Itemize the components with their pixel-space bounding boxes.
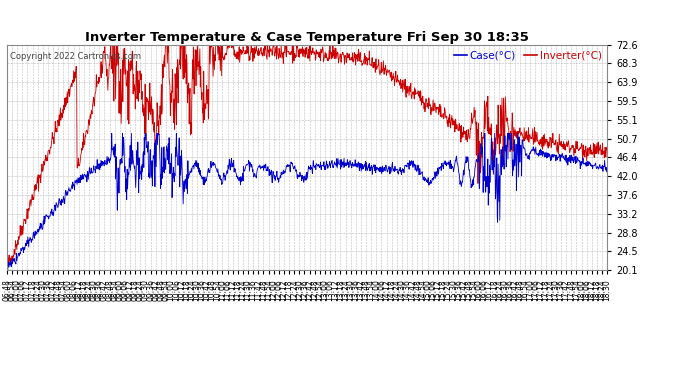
Text: Copyright 2022 Cartronics.com: Copyright 2022 Cartronics.com xyxy=(10,52,141,61)
Legend: Case(°C), Inverter(°C): Case(°C), Inverter(°C) xyxy=(454,50,602,60)
Title: Inverter Temperature & Case Temperature Fri Sep 30 18:35: Inverter Temperature & Case Temperature … xyxy=(85,31,529,44)
